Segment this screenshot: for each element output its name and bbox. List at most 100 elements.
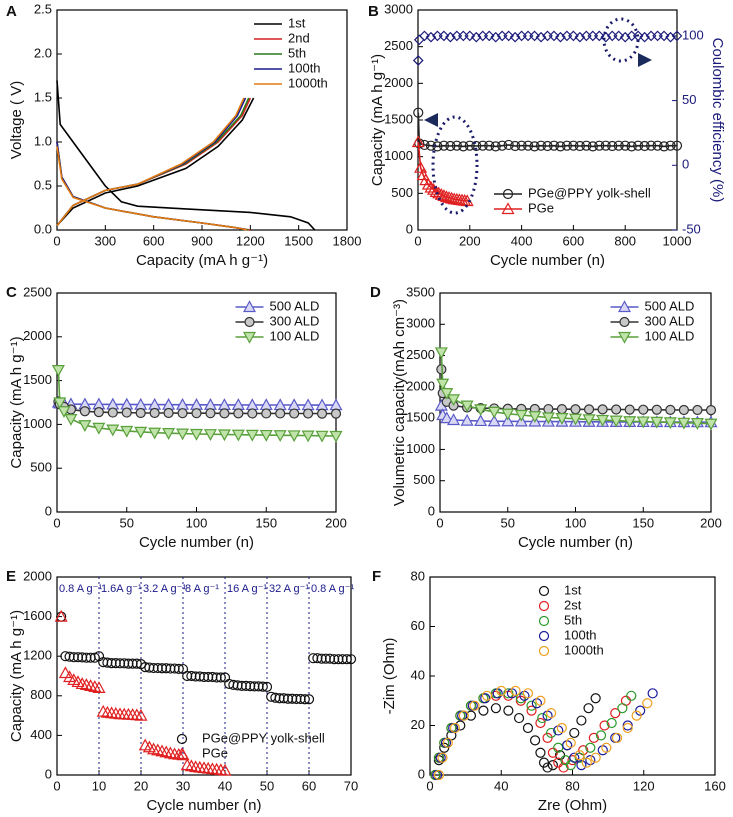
data-point bbox=[590, 693, 601, 704]
data-point bbox=[159, 745, 173, 758]
data-point bbox=[432, 141, 443, 152]
data-point bbox=[555, 141, 566, 152]
data-point bbox=[180, 758, 194, 771]
legend-label: 100 ALD bbox=[270, 328, 320, 343]
data-point bbox=[620, 140, 631, 151]
data-point bbox=[543, 403, 554, 415]
data-point bbox=[704, 418, 718, 431]
data-point bbox=[645, 140, 657, 151]
legend-marker bbox=[244, 316, 255, 328]
data-point bbox=[556, 404, 568, 415]
data-point bbox=[546, 708, 557, 719]
arrow-left bbox=[424, 113, 438, 127]
data-point bbox=[503, 139, 514, 151]
data-point bbox=[529, 30, 540, 42]
data-point bbox=[120, 425, 134, 438]
data-point bbox=[529, 735, 541, 746]
data-point bbox=[478, 705, 489, 716]
legend-label: 500 ALD bbox=[270, 298, 320, 313]
legend-label: 300 ALD bbox=[270, 313, 320, 328]
data-point bbox=[490, 141, 501, 152]
y-tick-label: 2500 bbox=[406, 347, 435, 362]
y-tick-label: 3500 bbox=[406, 284, 435, 299]
y-tick-label: 2000 bbox=[23, 328, 52, 343]
data-point bbox=[609, 415, 623, 428]
data-point bbox=[590, 752, 601, 763]
data-point bbox=[581, 140, 592, 151]
data-point bbox=[451, 140, 462, 151]
data-point bbox=[337, 654, 348, 665]
rate-label: 32 A g⁻¹ bbox=[269, 583, 309, 595]
data-point bbox=[658, 30, 670, 42]
data-point bbox=[261, 408, 272, 419]
panel-scatter: B0 200 400 600 800 10000500100015002000250030… bbox=[368, 1, 726, 269]
y-axis-label: Volumetric capacity(mAh cm⁻³) bbox=[391, 299, 408, 506]
data-point bbox=[106, 424, 120, 437]
data-point bbox=[567, 755, 578, 766]
y-tick-label: 0.5 bbox=[34, 177, 52, 192]
data-point bbox=[583, 703, 594, 714]
data-point bbox=[79, 678, 93, 691]
data-point bbox=[548, 140, 560, 151]
data-point bbox=[501, 414, 515, 427]
y-tick-label: 2.5 bbox=[34, 1, 52, 16]
data-point bbox=[597, 404, 608, 415]
y-tick-label: 3000 bbox=[406, 316, 435, 331]
data-point bbox=[594, 140, 605, 151]
legend-marker bbox=[538, 630, 550, 642]
data-point bbox=[514, 409, 528, 422]
y-tick-label: 60 bbox=[411, 618, 425, 633]
data-point bbox=[151, 743, 165, 756]
data-point bbox=[510, 140, 521, 152]
x-tick-label: 200 bbox=[459, 233, 481, 248]
x-tick-label: 150 bbox=[632, 515, 654, 530]
data-point bbox=[526, 700, 537, 711]
legend-label: 2st bbox=[564, 597, 582, 612]
data-point bbox=[535, 140, 547, 151]
legend-marker bbox=[501, 202, 515, 215]
x-axis-label: Cycle number (n) bbox=[518, 534, 633, 551]
y-tick-label: 500 bbox=[391, 185, 413, 200]
x-tick-label: 50 bbox=[260, 778, 274, 793]
data-point bbox=[176, 428, 190, 441]
y-tick-label: 1500 bbox=[23, 372, 52, 387]
data-point bbox=[458, 710, 469, 721]
panel-scatter: E 0 10 20 30 40 50 60 70 0 400 800 1200 1600 2000 Cycle… bbox=[6, 568, 358, 814]
legend-marker bbox=[538, 585, 550, 597]
y-tick-label: 2000 bbox=[384, 75, 413, 90]
legend-label: 1st bbox=[564, 582, 582, 597]
data-point bbox=[561, 140, 573, 151]
x-tick-label: 80 bbox=[565, 778, 579, 793]
legend-marker bbox=[619, 316, 630, 328]
data-point bbox=[464, 30, 476, 42]
x-tick-label: 0 bbox=[414, 233, 421, 248]
x-axis-label: Cycle number (n) bbox=[146, 797, 261, 814]
data-point bbox=[611, 404, 622, 415]
data-point bbox=[658, 141, 670, 152]
data-point bbox=[639, 140, 650, 152]
data-point bbox=[692, 404, 703, 416]
x-tick-label: 160 bbox=[704, 778, 726, 793]
data-point bbox=[613, 140, 624, 151]
y-tick-label: 0 bbox=[45, 503, 52, 518]
panel-label: B bbox=[368, 3, 379, 20]
data-point bbox=[626, 141, 637, 152]
data-point bbox=[205, 408, 216, 419]
data-point bbox=[601, 742, 612, 753]
data-point bbox=[437, 189, 451, 201]
y-tick-label: 3000 bbox=[384, 1, 413, 16]
y-tick-label: 1200 bbox=[23, 648, 52, 663]
data-point bbox=[303, 408, 314, 419]
x-tick-label: 0 bbox=[426, 778, 433, 793]
y-tick-label: 2000 bbox=[406, 378, 435, 393]
data-point bbox=[650, 416, 664, 429]
data-point bbox=[652, 140, 663, 151]
y-tick-label: 1000 bbox=[384, 148, 413, 163]
data-point bbox=[437, 752, 448, 763]
data-point bbox=[497, 140, 508, 151]
legend-label: PGe@PPY yolk-shell bbox=[528, 185, 651, 200]
data-point bbox=[257, 681, 268, 692]
data-point bbox=[596, 414, 610, 427]
data-point bbox=[434, 188, 448, 200]
x-tick-label: 30 bbox=[176, 778, 190, 793]
